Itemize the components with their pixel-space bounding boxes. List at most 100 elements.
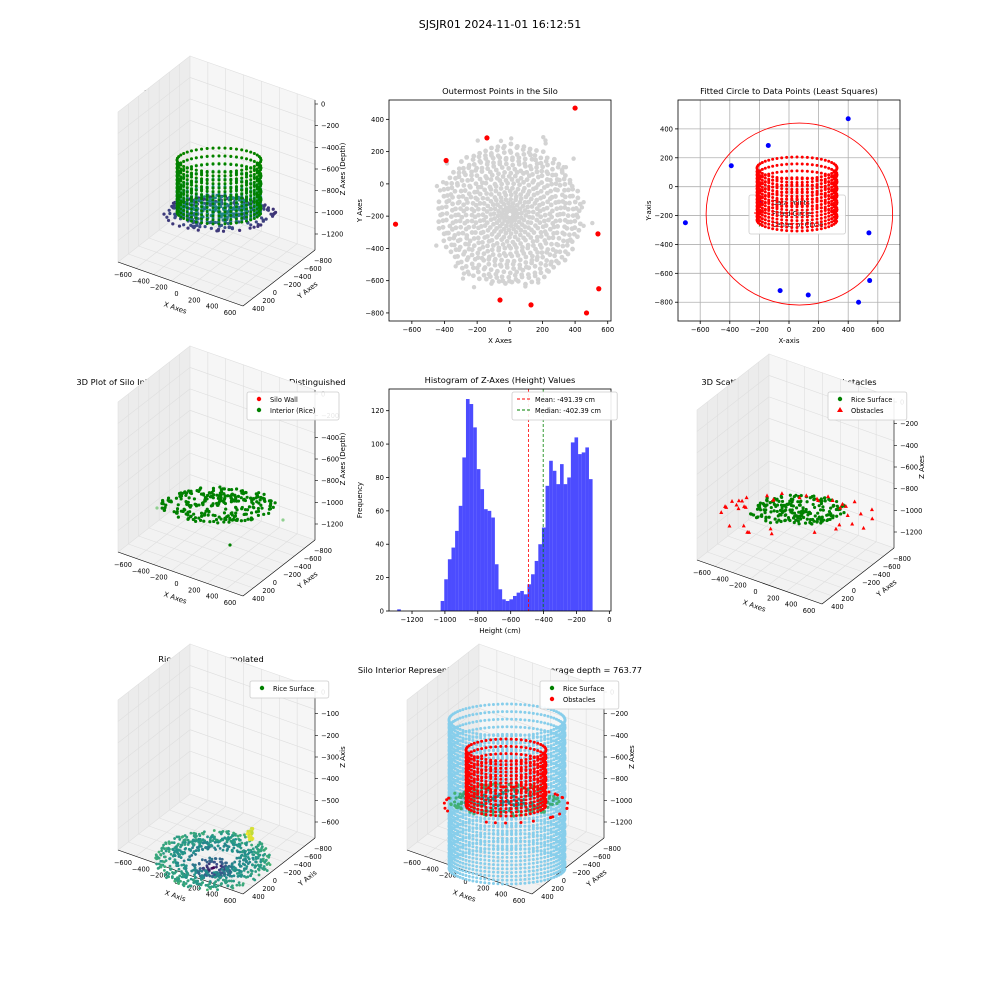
p4-point: [271, 505, 275, 509]
p7-ytick-label: 400: [252, 893, 265, 901]
p4-point: [179, 169, 183, 173]
p6-point: [775, 497, 779, 501]
p4-point: [234, 213, 238, 217]
p6-point: [780, 191, 784, 195]
p6-point: [785, 155, 789, 159]
p1-grid: [224, 243, 298, 300]
p2-interior-point: [538, 188, 544, 194]
p2-interior-point: [458, 159, 464, 164]
p6-point: [830, 172, 834, 175]
p7-ztick-label: −600: [321, 819, 339, 827]
p4-point: [205, 154, 209, 158]
p2-interior-point: [507, 270, 513, 276]
p2-interior-point: [535, 190, 540, 196]
p2-interior-point: [515, 186, 521, 192]
p8-ztick-label: −200: [610, 710, 628, 718]
p1-grid: [138, 245, 264, 291]
p4-point: [248, 496, 253, 500]
p5-ytick-label: 0: [380, 608, 384, 616]
p4-point: [230, 493, 234, 497]
p6-point: [775, 198, 779, 202]
p4-point: [194, 172, 198, 176]
p2-interior-point: [551, 156, 557, 162]
p2-interior-point: [440, 224, 446, 230]
p7-surface-point: [236, 875, 240, 878]
p1-grid: [207, 237, 280, 294]
p6-point: [763, 208, 767, 212]
p4-point: [229, 500, 233, 504]
p8-cylinder-point: [467, 713, 471, 717]
p6-point: [773, 517, 777, 521]
p6-point: [810, 495, 814, 499]
p7-surface-point: [233, 860, 237, 864]
p6-point: [827, 187, 831, 191]
p2-interior-point: [508, 231, 514, 237]
p4-point: [229, 154, 233, 158]
p8-cylinder-point: [527, 711, 531, 715]
p1-point: [232, 201, 236, 205]
p6-point: [816, 517, 820, 521]
p4-point: [200, 514, 204, 518]
p2-interior-point: [570, 246, 575, 252]
p6-point: [785, 502, 789, 506]
p6-point: [795, 215, 799, 219]
p2-interior-point: [462, 220, 468, 226]
p3-data-point: [856, 299, 862, 305]
p1-grid: [148, 237, 274, 283]
p8-cylinder-point: [487, 703, 491, 707]
p7-surface-point: [186, 879, 190, 883]
p5-bar: [541, 527, 546, 611]
p4-point: [249, 166, 253, 170]
p7-surface-point: [241, 882, 245, 886]
p6-point: [760, 181, 764, 185]
p6-point: [815, 177, 819, 181]
p4-point: [205, 218, 209, 222]
p8-cylinder-point: [500, 717, 504, 721]
p6-point: [819, 213, 823, 217]
p4-point: [259, 180, 263, 184]
p1-point: [165, 215, 169, 219]
p3-data-point: [777, 288, 783, 294]
p2-interior-point: [517, 232, 523, 238]
p2-interior-point: [548, 202, 554, 208]
p6-point: [810, 187, 814, 191]
p6-point: [815, 198, 819, 202]
p2-interior-point: [482, 235, 488, 240]
p2-interior-point: [479, 169, 485, 174]
p6-point: [819, 171, 823, 175]
p4-point: [240, 505, 244, 510]
p4-point: [182, 176, 186, 180]
p5-bar: [581, 452, 586, 611]
p4-point: [262, 498, 266, 502]
p7-surface-point: [211, 875, 214, 879]
p2-interior-point: [493, 167, 499, 173]
p6-point: [810, 221, 814, 225]
p6-point: [800, 225, 804, 229]
p6-point: [808, 511, 813, 516]
p6-point: [775, 228, 779, 232]
p6-point: [795, 183, 799, 187]
p1-point: [259, 223, 263, 227]
p6-point: [763, 218, 767, 222]
p2-interior-point: [526, 189, 532, 194]
p6-point: [785, 225, 789, 229]
p4-point: [249, 214, 253, 218]
p6-point: [829, 506, 833, 510]
p7-surface-point: [213, 873, 216, 877]
p6-point: [780, 207, 784, 211]
p2-interior-point: [544, 169, 550, 175]
p6-ztick-label: −1200: [900, 529, 922, 537]
p8-cylinder-point: [471, 731, 475, 735]
p2-interior-point: [506, 274, 512, 280]
p6-point: [780, 218, 784, 222]
p2-interior-point: [437, 188, 443, 193]
p6-point: [792, 514, 797, 519]
p4-xlabel: X Axes: [163, 590, 188, 605]
p4-point: [245, 495, 249, 499]
p2-interior-point: [474, 173, 480, 179]
p6-point: [763, 225, 767, 229]
p6-point: [771, 196, 775, 200]
p8-cylinder-point: [458, 739, 462, 743]
p2-interior-point: [459, 178, 465, 183]
p4-point: [234, 487, 239, 491]
